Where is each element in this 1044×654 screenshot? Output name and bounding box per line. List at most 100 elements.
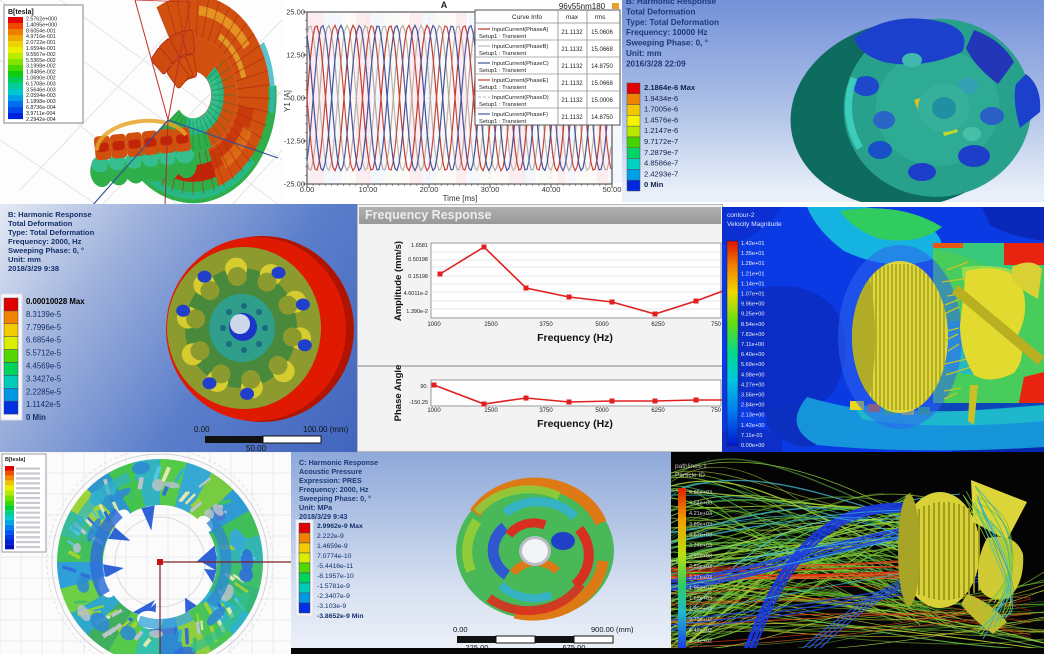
svg-text:15.0006: 15.0006 bbox=[591, 98, 613, 104]
svg-text:6.6854e-5: 6.6854e-5 bbox=[26, 336, 62, 345]
svg-text:21.1132: 21.1132 bbox=[561, 30, 583, 36]
svg-text:3.56e+00: 3.56e+00 bbox=[741, 393, 765, 399]
svg-text:40.00: 40.00 bbox=[542, 185, 561, 194]
svg-text:0.00e+00: 0.00e+00 bbox=[741, 443, 765, 449]
svg-text:14.8750: 14.8750 bbox=[591, 64, 613, 70]
svg-text:4.98e+00: 4.98e+00 bbox=[741, 372, 765, 378]
svg-text:4.54e+03: 4.54e+03 bbox=[689, 501, 712, 507]
svg-text:Setup1 : Transient: Setup1 : Transient bbox=[479, 51, 526, 57]
svg-text:6250: 6250 bbox=[651, 322, 665, 328]
svg-text:50.00: 50.00 bbox=[246, 444, 267, 452]
svg-text:Unit: mm: Unit: mm bbox=[626, 49, 661, 58]
svg-text:12.50: 12.50 bbox=[286, 51, 305, 60]
svg-text:2016/3/28 22:09: 2016/3/28 22:09 bbox=[626, 59, 686, 68]
svg-text:9.25e+00: 9.25e+00 bbox=[741, 312, 765, 318]
svg-text:8.54e+00: 8.54e+00 bbox=[741, 322, 765, 328]
svg-text:9.5567e-002: 9.5567e-002 bbox=[26, 52, 56, 58]
svg-text:Sweeping Phase: 0, °: Sweeping Phase: 0, ° bbox=[8, 246, 84, 255]
svg-text:Unit: MPa: Unit: MPa bbox=[299, 503, 333, 512]
svg-text:Frequency (Hz): Frequency (Hz) bbox=[537, 418, 613, 430]
svg-text:Particle ID: Particle ID bbox=[675, 472, 705, 479]
svg-text:2.27e+03: 2.27e+03 bbox=[689, 575, 712, 581]
svg-text:2.0594e-003: 2.0594e-003 bbox=[26, 93, 56, 99]
svg-text:4.86e+03: 4.86e+03 bbox=[689, 490, 712, 496]
svg-text:1.390e-2: 1.390e-2 bbox=[406, 309, 428, 315]
svg-text:2018/3/29 9:43: 2018/3/29 9:43 bbox=[299, 512, 347, 521]
svg-text:0 Min: 0 Min bbox=[644, 180, 664, 189]
svg-text:InputCurrent(PhaseB): InputCurrent(PhaseB) bbox=[492, 44, 548, 50]
svg-text:Sweeping Phase: 0, °: Sweeping Phase: 0, ° bbox=[626, 39, 708, 48]
svg-text:8.3139e-5: 8.3139e-5 bbox=[26, 310, 62, 319]
svg-text:1.2147e-6: 1.2147e-6 bbox=[644, 126, 678, 135]
svg-text:0.00010028 Max: 0.00010028 Max bbox=[26, 297, 85, 306]
svg-text:2018/3/29 9:38: 2018/3/29 9:38 bbox=[8, 264, 59, 273]
svg-text:225.00: 225.00 bbox=[466, 643, 489, 652]
svg-text:7.7996e-5: 7.7996e-5 bbox=[26, 323, 62, 332]
svg-text:9.96e+00: 9.96e+00 bbox=[741, 302, 765, 308]
svg-text:4.4569e-5: 4.4569e-5 bbox=[26, 362, 62, 371]
svg-text:14.8750: 14.8750 bbox=[591, 115, 613, 121]
svg-text:21.1132: 21.1132 bbox=[561, 115, 583, 121]
svg-text:Expression: PRES: Expression: PRES bbox=[299, 476, 362, 485]
svg-text:Setup1 : Transient: Setup1 : Transient bbox=[479, 85, 526, 91]
svg-text:5000: 5000 bbox=[595, 322, 609, 328]
svg-text:1000: 1000 bbox=[427, 322, 441, 328]
svg-text:3.9711e-004: 3.9711e-004 bbox=[26, 111, 55, 117]
svg-text:Setup1 : Transient: Setup1 : Transient bbox=[479, 119, 526, 125]
svg-text:1.1898e-003: 1.1898e-003 bbox=[26, 99, 56, 105]
svg-text:1.35e+01: 1.35e+01 bbox=[741, 251, 765, 257]
svg-text:5.5365e-002: 5.5365e-002 bbox=[26, 58, 56, 64]
svg-text:5.5712e-5: 5.5712e-5 bbox=[26, 349, 62, 358]
svg-text:Total Deformation: Total Deformation bbox=[8, 219, 73, 228]
svg-text:Setup1 : Transient: Setup1 : Transient bbox=[479, 68, 526, 74]
svg-text:1.42e+01: 1.42e+01 bbox=[741, 241, 765, 247]
svg-text:0 Min: 0 Min bbox=[26, 413, 46, 422]
svg-text:InputCurrent(PhaseE): InputCurrent(PhaseE) bbox=[492, 78, 548, 84]
svg-text:1.14e+01: 1.14e+01 bbox=[741, 281, 765, 287]
svg-text:6.8736e-004: 6.8736e-004 bbox=[26, 105, 56, 111]
svg-text:-1.5781e-9: -1.5781e-9 bbox=[317, 583, 350, 590]
svg-text:1.9434e-6: 1.9434e-6 bbox=[644, 94, 678, 103]
svg-text:B[tesla]: B[tesla] bbox=[5, 457, 25, 463]
svg-text:0.00: 0.00 bbox=[300, 185, 315, 194]
svg-text:30.00: 30.00 bbox=[481, 185, 500, 194]
svg-text:Acoustic Pressure: Acoustic Pressure bbox=[299, 467, 362, 476]
svg-text:3.57e+03: 3.57e+03 bbox=[689, 532, 712, 538]
svg-text:50.00: 50.00 bbox=[603, 185, 622, 194]
svg-text:2.59e+03: 2.59e+03 bbox=[689, 564, 712, 570]
svg-text:20.00: 20.00 bbox=[420, 185, 439, 194]
svg-text:Frequency (Hz): Frequency (Hz) bbox=[537, 332, 613, 344]
svg-text:7.11e+00: 7.11e+00 bbox=[741, 342, 764, 348]
svg-text:Type: Total Deformation: Type: Total Deformation bbox=[626, 18, 719, 27]
svg-text:5.69e+00: 5.69e+00 bbox=[741, 362, 765, 368]
svg-text:3.5646e-003: 3.5646e-003 bbox=[26, 87, 56, 93]
svg-text:0.00: 0.00 bbox=[453, 625, 468, 634]
svg-text:Time [ms]: Time [ms] bbox=[443, 194, 478, 203]
svg-text:10.00: 10.00 bbox=[359, 185, 378, 194]
svg-text:25.00: 25.00 bbox=[286, 8, 305, 17]
svg-text:Frequency: 2000, Hz: Frequency: 2000, Hz bbox=[299, 485, 369, 494]
svg-text:2.2285e-5: 2.2285e-5 bbox=[26, 387, 62, 396]
svg-text:3.24e+03: 3.24e+03 bbox=[689, 543, 712, 549]
svg-text:rms: rms bbox=[595, 14, 607, 21]
svg-text:6.49e+02: 6.49e+02 bbox=[689, 628, 712, 634]
svg-text:6.40e+00: 6.40e+00 bbox=[741, 352, 765, 358]
svg-text:2500: 2500 bbox=[484, 322, 498, 328]
svg-text:1.7005e-6: 1.7005e-6 bbox=[644, 105, 678, 114]
svg-text:6.1708e-003: 6.1708e-003 bbox=[26, 81, 56, 87]
svg-text:4.27e+00: 4.27e+00 bbox=[741, 382, 765, 388]
svg-text:InputCurrent(PhaseA): InputCurrent(PhaseA) bbox=[492, 27, 548, 33]
svg-text:-12.50: -12.50 bbox=[284, 137, 305, 146]
svg-text:0.15198: 0.15198 bbox=[408, 274, 428, 280]
svg-text:2500: 2500 bbox=[484, 408, 498, 414]
svg-text:Frequency: 2000, Hz: Frequency: 2000, Hz bbox=[8, 237, 82, 246]
svg-text:InputCurrent(PhaseC): InputCurrent(PhaseC) bbox=[492, 61, 549, 67]
svg-text:InputCurrent(PhaseF): InputCurrent(PhaseF) bbox=[492, 112, 548, 118]
svg-text:1.6594e-001: 1.6594e-001 bbox=[26, 46, 56, 52]
svg-text:-150.25: -150.25 bbox=[409, 400, 428, 406]
svg-text:Velocity Magnitude: Velocity Magnitude bbox=[727, 221, 782, 228]
svg-text:Setup1 : Transient: Setup1 : Transient bbox=[479, 34, 526, 40]
svg-text:96v55nm180: 96v55nm180 bbox=[559, 2, 606, 11]
svg-text:InputCurrent(PhaseD): InputCurrent(PhaseD) bbox=[492, 95, 549, 101]
svg-text:15.0606: 15.0606 bbox=[591, 30, 613, 36]
